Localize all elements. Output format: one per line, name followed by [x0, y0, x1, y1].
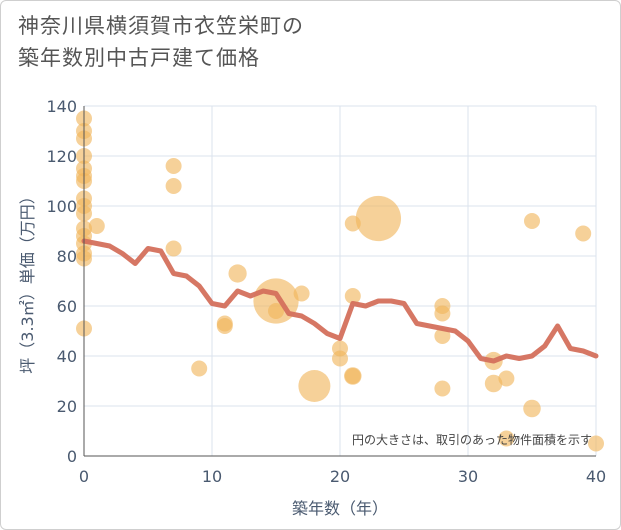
y-tick-label: 120 — [46, 147, 77, 166]
y-tick-label: 80 — [57, 247, 77, 266]
data-bubble — [293, 285, 310, 302]
y-axis-label: 坪（3.3㎡）単価（万円） — [18, 188, 37, 373]
title-line-1: 神奈川県横須賀市衣笠栄町の — [18, 14, 304, 38]
data-bubble — [268, 303, 284, 319]
title-line-2: 築年数別中古戸建て価格 — [18, 46, 260, 70]
axes: 0 20 40 60 80 100 120 140 0 10 20 30 40 — [46, 97, 606, 486]
data-bubble — [588, 435, 604, 452]
y-tick-label: 100 — [46, 197, 77, 216]
chart-title: 神奈川県横須賀市衣笠栄町の 築年数別中古戸建て価格 — [18, 10, 578, 74]
y-tick-label: 40 — [57, 347, 77, 366]
data-bubble — [523, 399, 541, 418]
y-tick-label: 140 — [46, 97, 77, 116]
data-bubble — [165, 178, 182, 194]
data-bubble — [344, 288, 361, 304]
x-tick-label: 30 — [458, 467, 478, 486]
data-bubble — [191, 360, 208, 377]
data-bubble — [332, 350, 348, 367]
data-bubble — [498, 430, 515, 447]
data-bubble — [216, 318, 233, 334]
y-tick-label: 20 — [57, 397, 77, 416]
data-bubble — [165, 158, 182, 174]
x-tick-label: 40 — [586, 467, 606, 486]
average-line-group — [81, 238, 599, 364]
data-bubble — [165, 240, 182, 257]
data-bubble — [434, 380, 451, 397]
size-note: 円の大きさは、取引のあった物件面積を示す — [352, 432, 592, 447]
data-bubble — [498, 370, 515, 387]
data-bubble — [228, 264, 247, 283]
data-bubble — [524, 213, 540, 229]
average-price-line — [81, 238, 599, 364]
y-tick-label: 0 — [67, 447, 77, 466]
data-bubble — [575, 225, 592, 242]
x-tick-label: 10 — [202, 467, 222, 486]
data-bubble — [434, 305, 451, 322]
y-tick-label: 60 — [57, 297, 77, 316]
data-bubble — [298, 370, 331, 402]
data-bubble — [484, 374, 503, 393]
bubbles — [76, 110, 604, 452]
data-bubble — [88, 218, 105, 234]
x-axis-label: 築年数（年） — [292, 499, 388, 518]
x-tick-label: 0 — [79, 467, 89, 486]
data-bubble — [434, 328, 451, 344]
data-bubble — [344, 368, 361, 384]
x-tick-label: 20 — [330, 467, 350, 486]
data-bubble — [355, 195, 402, 242]
